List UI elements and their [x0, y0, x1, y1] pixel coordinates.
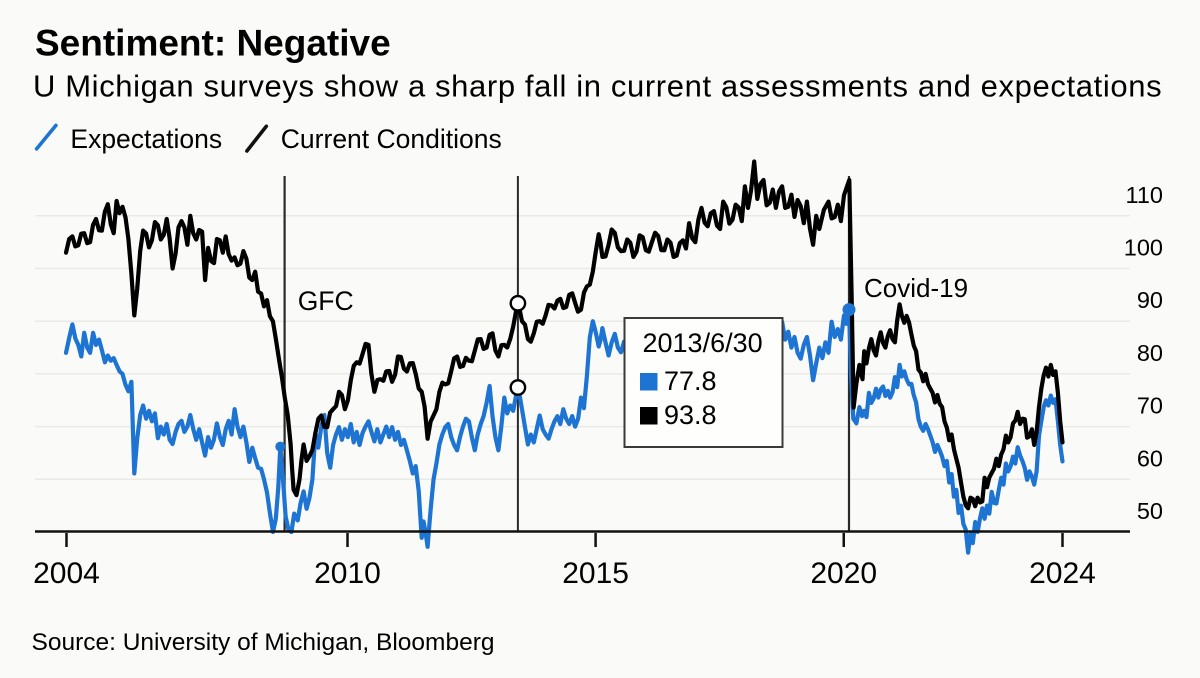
svg-text:80: 80: [1137, 340, 1163, 366]
svg-text:93.8: 93.8: [664, 400, 717, 430]
svg-text:2020: 2020: [810, 557, 877, 590]
svg-text:Covid-19: Covid-19: [864, 273, 968, 303]
svg-text:Source: University of Michigan: Source: University of Michigan, Bloomber…: [32, 629, 495, 656]
svg-text:2004: 2004: [33, 557, 100, 590]
svg-text:U Michigan surveys show a shar: U Michigan surveys show a sharp fall in …: [33, 69, 1162, 104]
svg-text:50: 50: [1137, 498, 1163, 524]
svg-text:2015: 2015: [562, 557, 629, 590]
svg-text:100: 100: [1124, 235, 1163, 261]
svg-text:Expectations: Expectations: [70, 124, 222, 154]
svg-text:90: 90: [1137, 287, 1163, 313]
svg-text:60: 60: [1137, 445, 1163, 471]
svg-text:GFC: GFC: [298, 286, 354, 316]
svg-text:77.8: 77.8: [664, 366, 717, 396]
svg-text:110: 110: [1126, 182, 1163, 208]
svg-text:2010: 2010: [314, 557, 381, 590]
svg-text:Current Conditions: Current Conditions: [281, 124, 502, 154]
svg-text:Sentiment: Negative: Sentiment: Negative: [35, 23, 391, 64]
svg-text:2013/6/30: 2013/6/30: [643, 328, 763, 358]
svg-text:70: 70: [1137, 393, 1163, 419]
svg-text:2024: 2024: [1029, 557, 1096, 590]
